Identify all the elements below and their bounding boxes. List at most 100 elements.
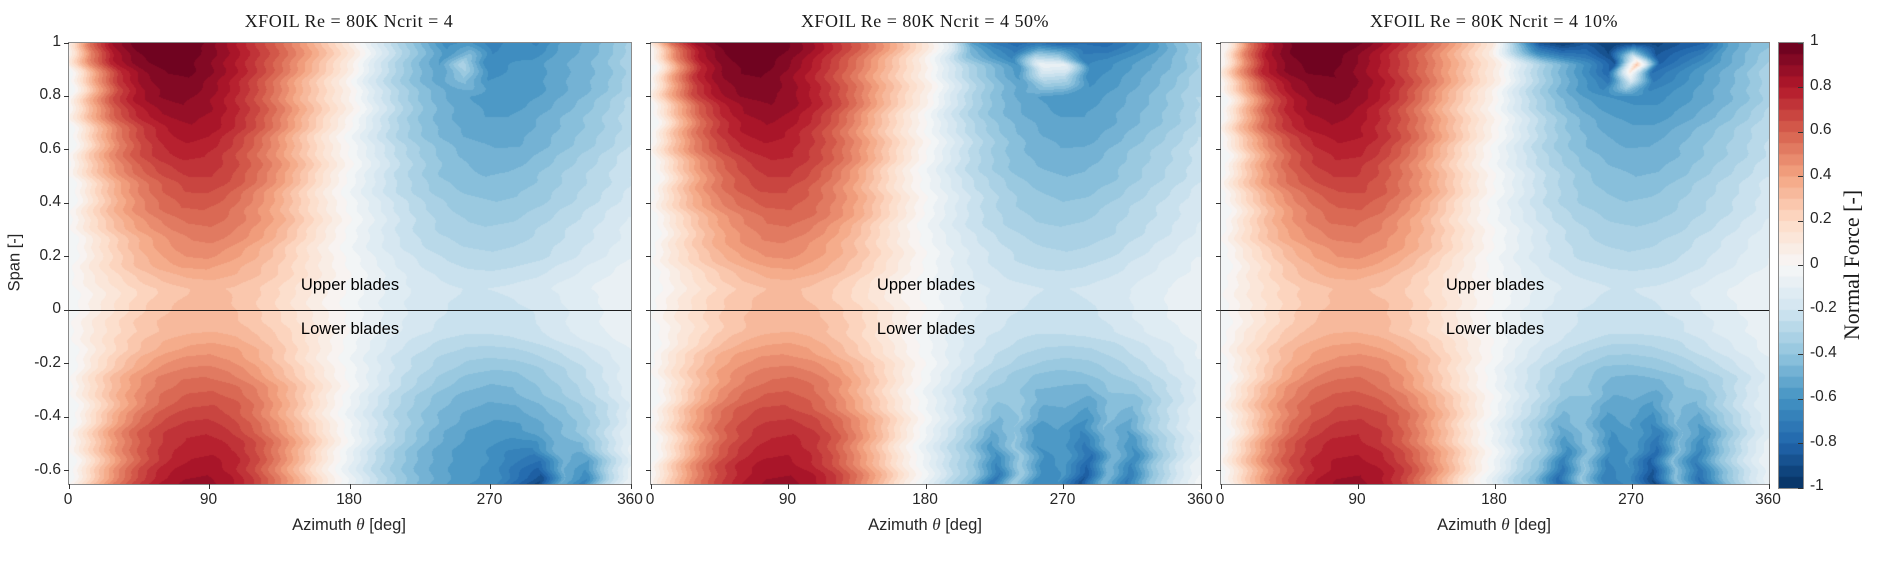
x-tick-label: 360: [617, 491, 643, 508]
y-tick-label: -0.2: [34, 353, 61, 371]
y-tick-mark: [646, 309, 651, 311]
colorbar-tick-mark: [1798, 87, 1803, 88]
x-tick-mark: [349, 484, 351, 489]
upper-blades-label: Upper blades: [1445, 276, 1545, 294]
y-tick-mark: [64, 202, 69, 204]
y-tick-mark: [646, 202, 651, 204]
blade-divider-line: [651, 310, 1201, 311]
y-tick-label: 0.6: [39, 139, 61, 157]
y-tick-mark: [64, 309, 69, 311]
x-tick-label: 270: [1049, 491, 1076, 508]
y-tick-label: 0.4: [39, 193, 61, 211]
y-tick-mark: [646, 95, 651, 97]
colorbar-tick-mark: [1798, 220, 1803, 222]
x-tick-mark: [68, 484, 70, 489]
y-tick-mark: [1216, 470, 1221, 472]
y-tick-mark: [1216, 149, 1221, 151]
y-tick-mark: [1216, 42, 1221, 44]
plot-area: Upper blades Lower blades: [646, 42, 1202, 489]
colorbar-tick-label: 1: [1810, 32, 1819, 49]
y-tick-label: -0.6: [34, 460, 61, 478]
x-tick-label: 270: [1618, 491, 1644, 508]
y-tick-mark: [1216, 256, 1221, 258]
colorbar-tick-mark: [1798, 131, 1803, 133]
x-tick-mark: [490, 484, 491, 489]
y-tick-label: 0: [52, 300, 61, 318]
blade-divider-line: [1221, 310, 1769, 311]
y-tick-mark: [1216, 309, 1221, 311]
colorbar-tick-mark: [1798, 309, 1803, 311]
x-tick-mark: [209, 484, 210, 489]
lower-blades-label: Lower blades: [876, 320, 976, 338]
upper-blades-label: Upper blades: [876, 276, 976, 294]
x-tick-mark: [630, 484, 632, 489]
colorbar-tick-label: -0.8: [1810, 432, 1837, 450]
y-tick-label: 0.2: [39, 246, 61, 264]
colorbar-tick-mark: [1798, 354, 1803, 355]
heatmap-canvas: [69, 43, 631, 484]
heatmap-panel-3: XFOIL Re = 80K Ncrit = 4 10% Upper blade…: [1216, 0, 1781, 561]
upper-blades-label: Upper blades: [300, 276, 400, 294]
heatmap-panel-2: XFOIL Re = 80K Ncrit = 4 50% Upper blade…: [646, 0, 1213, 561]
lower-blades-label: Lower blades: [300, 320, 400, 338]
x-tick-mark: [1220, 484, 1222, 489]
colorbar-tick-label: -0.4: [1810, 343, 1837, 361]
colorbar-tick-label: 0: [1810, 254, 1819, 272]
colorbar-tick-label: 0.2: [1810, 210, 1832, 227]
y-tick-mark: [64, 42, 69, 44]
colorbar-tick-mark: [1798, 265, 1803, 266]
x-tick-label: 360: [1187, 491, 1213, 508]
y-tick-mark: [64, 363, 69, 365]
x-axis-label: Azimuth θ [deg]: [868, 515, 982, 534]
colorbar-tick-mark: [1798, 443, 1803, 444]
y-tick-mark: [646, 416, 651, 418]
x-tick-mark: [925, 484, 927, 489]
y-tick-label: -0.4: [34, 407, 61, 425]
y-tick-mark: [646, 256, 651, 258]
x-tick-label: 180: [336, 491, 362, 508]
colorbar: [1778, 42, 1804, 489]
x-tick-label: 90: [1348, 491, 1366, 508]
panel-title: XFOIL Re = 80K Ncrit = 4: [244, 11, 454, 31]
x-tick-mark: [1631, 484, 1633, 489]
x-axis-label: Azimuth θ [deg]: [1437, 515, 1551, 534]
colorbar-tick-label: -0.2: [1810, 299, 1837, 316]
y-tick-mark: [64, 416, 69, 418]
heatmap-canvas: [651, 43, 1201, 484]
colorbar-tick-label: 0.8: [1810, 76, 1832, 94]
x-tick-label: 180: [912, 491, 938, 508]
x-tick-label: 360: [1755, 491, 1781, 508]
y-tick-mark: [646, 363, 651, 365]
colorbar-tick-mark: [1798, 398, 1803, 400]
colorbar-tick-label: -0.6: [1810, 388, 1837, 405]
lower-blades-label: Lower blades: [1445, 320, 1545, 338]
x-axis-label: Azimuth θ [deg]: [292, 515, 406, 534]
x-tick-mark: [1768, 484, 1770, 489]
x-tick-label: 90: [778, 491, 797, 508]
x-tick-label: 270: [476, 491, 503, 508]
plot-area: Upper blades Lower blades 1 0.8 0.6 0.4 0.2 0…: [34, 33, 632, 489]
panel-title: XFOIL Re = 80K Ncrit = 4 50%: [800, 11, 1050, 31]
x-tick-mark: [1063, 484, 1064, 489]
plot-area: Upper blades Lower blades: [1216, 42, 1770, 489]
y-tick-mark: [64, 95, 69, 97]
x-tick-mark: [1200, 484, 1202, 489]
y-tick-mark: [1216, 416, 1221, 418]
x-tick-mark: [1494, 484, 1496, 489]
colorbar-tick-label: 0.6: [1810, 121, 1832, 138]
panel-title: XFOIL Re = 80K Ncrit = 4 10%: [1369, 11, 1619, 31]
y-tick-mark: [646, 42, 651, 44]
y-tick-mark: [64, 470, 69, 472]
colorbar-tick-label: -1: [1810, 477, 1824, 494]
x-tick-label: 0: [63, 491, 73, 508]
x-tick-mark: [650, 484, 652, 489]
y-tick-mark: [646, 470, 651, 472]
y-tick-mark: [64, 149, 69, 151]
colorbar-tick-label: 0.4: [1810, 165, 1832, 183]
x-tick-label: 0: [1215, 491, 1225, 508]
x-tick-label: 90: [199, 491, 218, 508]
heatmap-panel-1: XFOIL Re = 80K Ncrit = 4 Upper blades Lo…: [34, 0, 643, 561]
y-tick-mark: [1216, 202, 1221, 204]
x-tick-label: 0: [645, 491, 655, 508]
